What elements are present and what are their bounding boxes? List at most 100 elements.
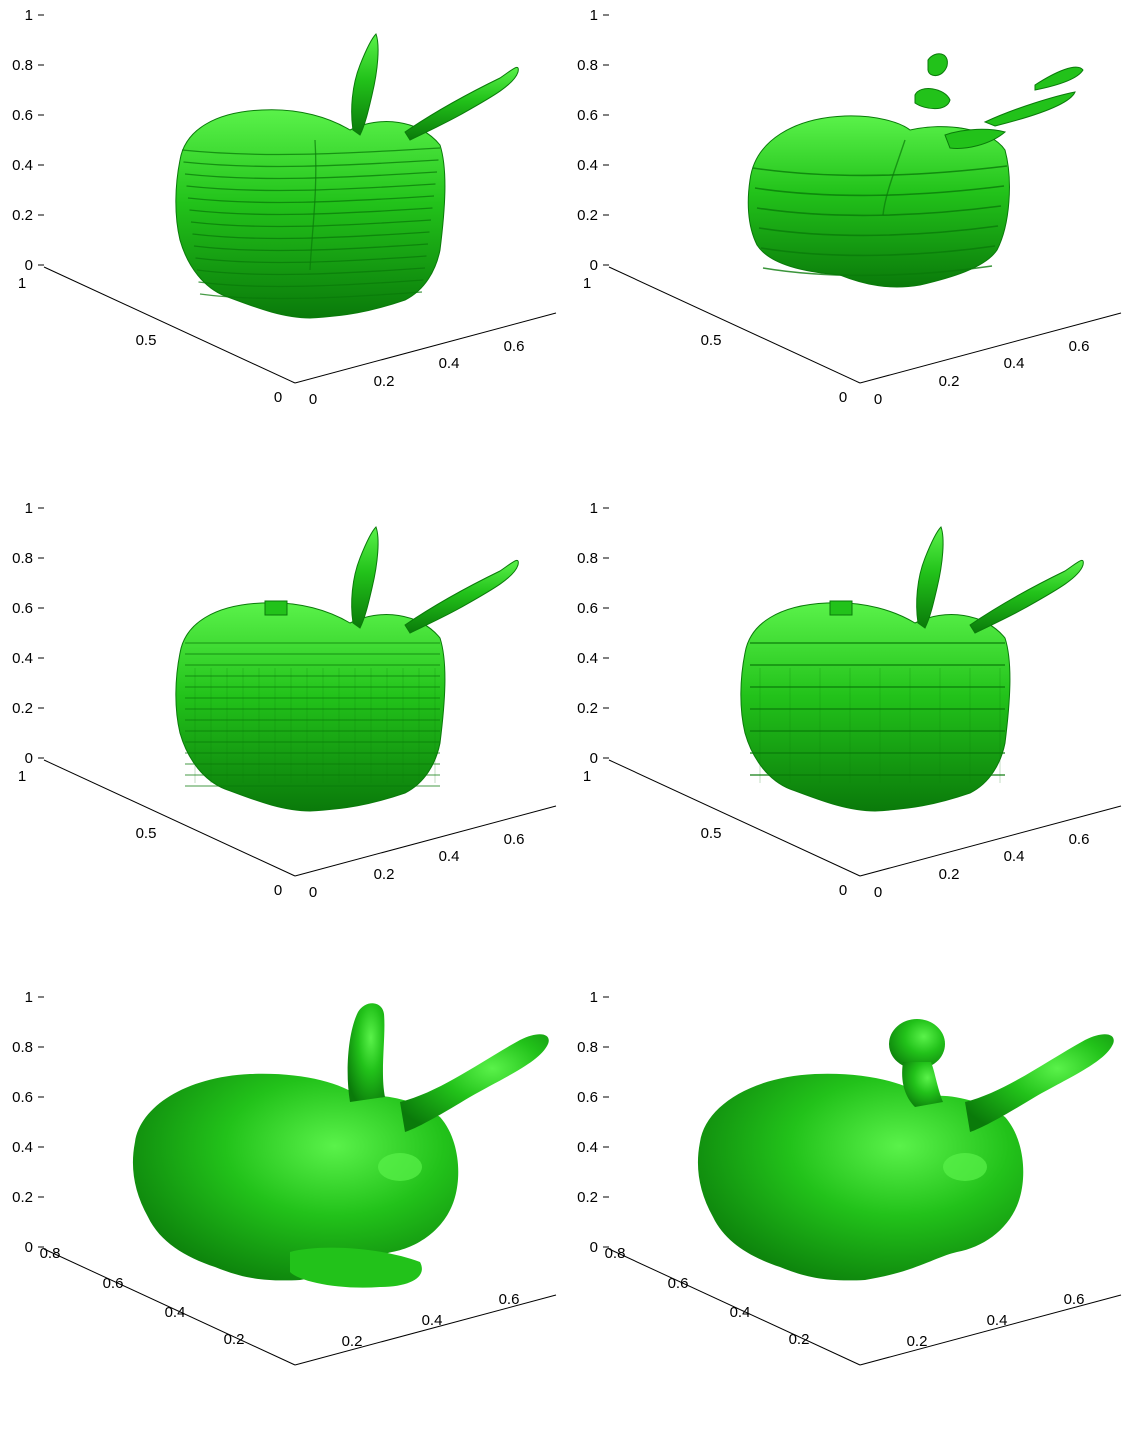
z-tick-label: 0.8 bbox=[12, 1039, 33, 1056]
bunny-ear-right bbox=[404, 66, 519, 141]
left-axis-tick-label: 0.8 bbox=[605, 1245, 626, 1262]
right-axis-line bbox=[859, 805, 1122, 877]
z-tick-label: 0.2 bbox=[577, 207, 598, 224]
z-tick-label: 1 bbox=[590, 500, 598, 517]
z-tick-label: 0.8 bbox=[577, 1039, 598, 1056]
left-axis-tick-label: 1 bbox=[18, 768, 26, 785]
ear-fragment bbox=[944, 128, 1007, 149]
slice-contour-line bbox=[192, 231, 430, 240]
z-tick-label: 0.6 bbox=[577, 107, 598, 124]
right-axis-line bbox=[859, 1294, 1122, 1366]
z-tick-label: 0.2 bbox=[12, 700, 33, 717]
z-tick-label: 0.2 bbox=[577, 1189, 598, 1206]
slice-contour-line bbox=[187, 195, 435, 204]
z-tick-label: 0.8 bbox=[577, 57, 598, 74]
z-tick-label: 0 bbox=[25, 257, 33, 274]
z-tick-label: 0.8 bbox=[577, 550, 598, 567]
voxel-tail-block bbox=[829, 600, 853, 616]
z-tick-label: 0.6 bbox=[12, 600, 33, 617]
right-axis-tick-label: 0.2 bbox=[907, 1333, 928, 1350]
bunny-ear-extended bbox=[400, 1034, 549, 1132]
panel-stacked-slices-coarse: 0 0.2 0.4 0.6 0.8 1 1 0.5 0 0 0.2 0.4 0.6 bbox=[565, 0, 1123, 450]
panel-canvas: 0 0.2 0.4 0.6 0.8 1 1 0.5 0 0 0.2 0.4 0.6 bbox=[577, 500, 1122, 901]
bunny-eye-highlight bbox=[378, 1153, 422, 1181]
z-tick-label: 0.6 bbox=[12, 107, 33, 124]
slice-contour-line bbox=[760, 245, 996, 257]
z-tick-label: 0.4 bbox=[577, 650, 598, 667]
right-axis-tick-label: 0.2 bbox=[374, 866, 395, 883]
z-tick-label: 0.8 bbox=[12, 550, 33, 567]
right-axis-tick-label: 0.4 bbox=[439, 848, 460, 865]
voxel-bunny-surface bbox=[175, 526, 519, 812]
left-axis-line bbox=[43, 759, 296, 877]
base-axes bbox=[608, 759, 1122, 877]
slice-contour-line bbox=[183, 159, 439, 168]
voxel-tail-block bbox=[264, 600, 288, 616]
panel-canvas: 0 0.2 0.4 0.6 0.8 1 0.8 0.6 0.4 0.2 0.2 0.4 0.6 bbox=[12, 989, 557, 1366]
bunny-ear-left bbox=[351, 33, 379, 136]
panel-smooth-bunny-blobby: 0 0.2 0.4 0.6 0.8 1 0.8 0.6 0.4 0.2 0.2 0.4 0.6 bbox=[565, 982, 1123, 1432]
left-axis-tick-label: 0.8 bbox=[40, 1245, 61, 1262]
left-axis-line bbox=[608, 266, 861, 384]
left-axis-line bbox=[608, 1248, 861, 1366]
smooth-bunny-surface bbox=[132, 1003, 549, 1288]
base-axes bbox=[43, 759, 557, 877]
right-axis-tick-label: 0.4 bbox=[439, 355, 460, 372]
panel-stacked-slices-fine: 0 0.2 0.4 0.6 0.8 1 1 0.5 0 0 0.2 0.4 0.6 bbox=[0, 0, 560, 450]
right-axis-line bbox=[294, 805, 557, 877]
z-tick-label: 0.4 bbox=[12, 157, 33, 174]
slice-contour-line bbox=[199, 291, 423, 300]
left-axis-tick-label: 0.4 bbox=[730, 1304, 751, 1321]
z-tick-label: 0 bbox=[590, 750, 598, 767]
slice-contour-line bbox=[754, 185, 1005, 197]
z-tick-label: 0.8 bbox=[12, 57, 33, 74]
right-axis-tick-label: 0 bbox=[309, 391, 317, 408]
right-axis-line bbox=[294, 1294, 557, 1366]
bunny-body-slices bbox=[747, 115, 1010, 288]
z-tick-label: 0.2 bbox=[12, 207, 33, 224]
slice-contour-line bbox=[198, 279, 424, 288]
right-axis-tick-label: 0 bbox=[874, 884, 882, 901]
sliced-bunny-surface bbox=[175, 33, 519, 319]
z-tick-label: 0.2 bbox=[577, 700, 598, 717]
left-axis-tick-label: 0.6 bbox=[668, 1275, 689, 1292]
left-axis-line bbox=[608, 759, 861, 877]
slice-contour-line bbox=[762, 265, 993, 277]
panel-voxel-fine: 0 0.2 0.4 0.6 0.8 1 1 0.5 0 0 0.2 0.4 0.6 bbox=[0, 493, 560, 943]
right-axis-tick-label: 0.6 bbox=[504, 831, 525, 848]
left-axis-tick-label: 0.5 bbox=[701, 332, 722, 349]
ear-fragment bbox=[927, 53, 948, 76]
z-tick-label: 0 bbox=[590, 1239, 598, 1256]
left-axis-tick-label: 1 bbox=[583, 275, 591, 292]
left-axis-tick-label: 0 bbox=[839, 389, 847, 406]
base-axes bbox=[43, 1248, 557, 1366]
right-axis-tick-label: 0.6 bbox=[504, 338, 525, 355]
ear-fragment bbox=[983, 91, 1076, 127]
right-axis-tick-label: 0 bbox=[874, 391, 882, 408]
right-axis-tick-label: 0.6 bbox=[1064, 1291, 1085, 1308]
z-tick-label: 0.6 bbox=[12, 1089, 33, 1106]
right-axis-tick-label: 0.2 bbox=[374, 373, 395, 390]
right-axis-tick-label: 0.2 bbox=[939, 866, 960, 883]
right-axis-tick-label: 0.6 bbox=[499, 1291, 520, 1308]
z-tick-label: 0.4 bbox=[577, 157, 598, 174]
panel-voxel-coarse: 0 0.2 0.4 0.6 0.8 1 1 0.5 0 0 0.2 0.4 0.6 bbox=[565, 493, 1123, 943]
right-axis-tick-label: 0.6 bbox=[1069, 338, 1090, 355]
ear-fragment bbox=[914, 88, 951, 110]
left-axis-tick-label: 0 bbox=[839, 882, 847, 899]
z-tick-label: 0 bbox=[590, 257, 598, 274]
bunny-feet bbox=[290, 1247, 422, 1288]
left-axis-tick-label: 0 bbox=[274, 882, 282, 899]
left-axis-tick-label: 0.5 bbox=[701, 825, 722, 842]
panel-smooth-bunny: 0 0.2 0.4 0.6 0.8 1 0.8 0.6 0.4 0.2 0.2 0.4 0.6 bbox=[0, 982, 560, 1432]
left-axis-tick-label: 0 bbox=[274, 389, 282, 406]
ear-fragment bbox=[1034, 66, 1084, 91]
bunny-ear-extended bbox=[965, 1034, 1114, 1132]
z-tick-label: 0.4 bbox=[12, 1139, 33, 1156]
slice-contour-line bbox=[184, 171, 438, 180]
z-tick-label: 0.6 bbox=[577, 600, 598, 617]
right-axis-tick-label: 0.4 bbox=[1004, 848, 1025, 865]
voxel-bunny-surface bbox=[740, 526, 1084, 812]
z-tick-label: 0.6 bbox=[577, 1089, 598, 1106]
slice-contour-line bbox=[189, 207, 433, 216]
